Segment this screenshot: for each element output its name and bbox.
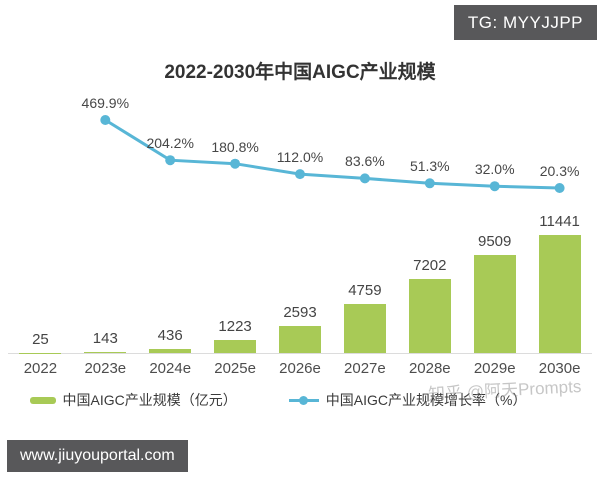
x-axis-line xyxy=(8,353,592,354)
bar-value-label: 2593 xyxy=(283,304,317,322)
url-badge: www.jiuyouportal.com xyxy=(7,440,188,472)
x-axis-label: 2026e xyxy=(279,360,321,377)
bar-2028e xyxy=(408,278,451,353)
bar-value-label: 9509 xyxy=(478,232,512,250)
chart-title: 2022-2030年中国AIGC产业规模 xyxy=(164,62,436,83)
bar-value-label: 11441 xyxy=(539,213,580,230)
bar-value-label: 25 xyxy=(32,330,49,348)
bar-2029e xyxy=(473,254,516,353)
growth-value-label: 112.0% xyxy=(276,149,324,166)
bar-2024e xyxy=(149,348,192,353)
growth-value-label: 20.3% xyxy=(539,163,580,179)
growth-value-label: 180.8% xyxy=(211,138,259,155)
bar-value-label: 1223 xyxy=(218,318,252,336)
legend-line-swatch-icon xyxy=(288,395,319,405)
bar-2023e xyxy=(84,351,127,353)
bar-value-label: 4759 xyxy=(348,281,382,299)
bar-value-label: 143 xyxy=(92,329,118,347)
growth-value-label: 204.2% xyxy=(146,135,194,152)
chart-area: 25 2022 143 2023e 436 2024e 1223 2025e 2593 2026e… xyxy=(8,95,592,385)
x-axis-label: 2030e xyxy=(538,360,581,377)
x-axis-label: 2027e xyxy=(344,360,386,377)
legend-bar-label: 中国AIGC产业规模（亿元） xyxy=(62,392,237,408)
x-axis-label: 2022 xyxy=(23,360,58,377)
legend-bar-swatch-icon xyxy=(29,396,56,404)
legend-line-label: 中国AIGC产业规模增长率（%） xyxy=(325,392,527,408)
growth-value-label: 469.9% xyxy=(81,95,130,111)
bar-2026e xyxy=(279,326,321,353)
legend-item-scale: 中国AIGC产业规模（亿元） xyxy=(29,390,237,410)
bar-2030e xyxy=(538,235,581,353)
bar-2027e xyxy=(343,303,386,353)
x-axis-label: 2028e xyxy=(408,360,451,377)
legend-item-growth: 中国AIGC产业规模增长率（%） xyxy=(288,390,527,410)
growth-value-label: 51.3% xyxy=(409,158,450,175)
tg-badge: TG: MYYJJPP xyxy=(453,5,597,40)
x-axis-label: 2023e xyxy=(84,360,127,377)
x-axis-label: 2025e xyxy=(214,360,256,377)
bar-value-label: 436 xyxy=(157,326,183,344)
growth-value-label: 32.0% xyxy=(474,161,515,178)
growth-value-label: 83.6% xyxy=(345,153,385,170)
x-axis-label: 2024e xyxy=(149,360,192,377)
bar-2025e xyxy=(214,340,257,353)
bar-value-label: 7202 xyxy=(413,256,447,274)
x-axis-label: 2029e xyxy=(473,360,516,377)
growth-line xyxy=(100,115,565,193)
legend-line-dot-icon xyxy=(298,395,308,405)
legend: 中国AIGC产业规模（亿元） 中国AIGC产业规模增长率（%） xyxy=(0,390,556,410)
